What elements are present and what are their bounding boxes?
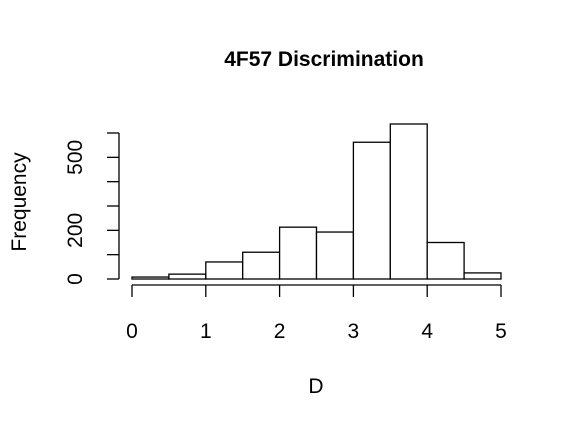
histogram-bar-1 [168, 273, 207, 280]
bars-group [131, 123, 502, 280]
y-axis: 0 200 500 [64, 132, 120, 285]
histogram-bar-9 [463, 272, 502, 280]
histogram-bar-4 [278, 226, 318, 280]
histogram-bar-5 [315, 231, 355, 280]
x-tick-label: 2 [274, 320, 286, 343]
histogram-bar-3 [242, 251, 281, 280]
x-axis-label: D [308, 375, 323, 398]
x-tick-label: 4 [421, 320, 433, 343]
chart-title: 4F57 Discrimination [224, 48, 424, 71]
histogram-bar-0 [131, 276, 170, 280]
x-tick-label: 3 [348, 320, 360, 343]
x-tick-label: 0 [126, 320, 138, 343]
x-tick-label: 1 [200, 320, 212, 343]
histogram-bar-7 [389, 123, 428, 280]
histogram-bar-8 [426, 241, 465, 280]
y-tick-label: 0 [64, 273, 87, 285]
histogram-bar-2 [205, 261, 244, 280]
x-tick-label: 5 [495, 320, 507, 343]
histogram-bar-6 [352, 141, 391, 280]
y-axis-label: Frequency [8, 152, 31, 252]
x-axis: 0 1 2 3 4 5 [126, 284, 507, 343]
y-tick-label: 200 [64, 213, 87, 248]
y-tick-label: 500 [64, 140, 87, 175]
